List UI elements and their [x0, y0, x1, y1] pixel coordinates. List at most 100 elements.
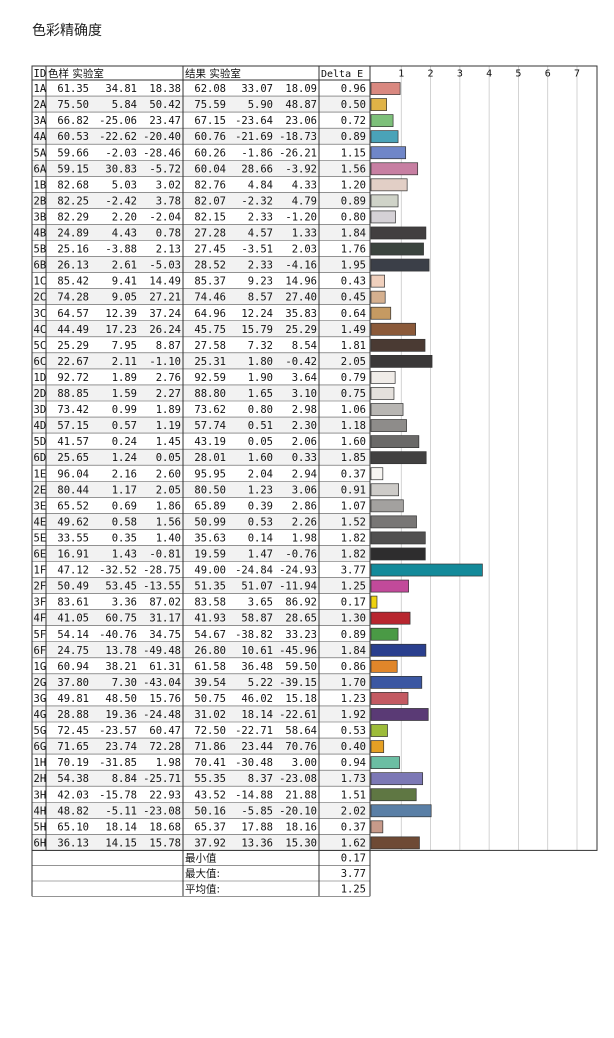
- header-id: ID: [34, 68, 47, 80]
- ref-value: 12.39: [105, 308, 137, 320]
- result-value: 37.92: [194, 837, 226, 849]
- result-value: 23.06: [285, 115, 317, 127]
- result-value: 92.59: [194, 372, 226, 384]
- result-value: 41.93: [194, 613, 226, 625]
- result-value: 1.60: [248, 452, 273, 464]
- result-value: 60.76: [194, 131, 226, 143]
- ref-value: 1.40: [156, 532, 181, 544]
- ref-value: 9.05: [112, 292, 137, 304]
- ref-value: 2.05: [156, 484, 181, 496]
- result-value: 1.47: [248, 549, 273, 561]
- ref-value: 8.87: [156, 340, 181, 352]
- ref-value: 41.05: [57, 613, 89, 625]
- result-value: 3.00: [292, 757, 317, 769]
- row-id: 6H: [34, 837, 47, 849]
- result-value: 71.86: [194, 741, 226, 753]
- result-value: 28.01: [194, 452, 226, 464]
- result-value: 51.35: [194, 581, 226, 593]
- row-id: 2C: [34, 292, 47, 304]
- ref-value: 24.75: [57, 645, 89, 657]
- ref-value: 3.02: [156, 179, 181, 191]
- row-shade: [32, 802, 370, 819]
- ref-value: 82.29: [57, 211, 89, 223]
- result-value: 65.89: [194, 500, 226, 512]
- row-id: 5C: [34, 340, 47, 352]
- row-id: 3H: [34, 789, 47, 801]
- result-value: 18.09: [285, 83, 317, 95]
- row-shade: [32, 609, 370, 626]
- row-shade: [32, 224, 370, 241]
- result-value: 9.23: [248, 276, 273, 288]
- ref-value: 0.69: [112, 500, 137, 512]
- summary-value: 1.25: [341, 883, 366, 895]
- result-value: 27.40: [285, 292, 317, 304]
- result-value: 80.50: [194, 484, 226, 496]
- delta-value: 1.82: [341, 549, 366, 561]
- delta-value: 0.72: [341, 115, 366, 127]
- bar-2G: [370, 675, 423, 689]
- x-tick-label: 5: [515, 69, 521, 80]
- result-value: 35.63: [194, 532, 226, 544]
- result-value: 51.07: [241, 581, 273, 593]
- ref-value: 65.10: [57, 821, 89, 833]
- result-value: 5.90: [248, 99, 273, 111]
- result-value: 3.06: [292, 484, 317, 496]
- row-shade: [32, 160, 370, 177]
- summary-label: 最小值: [185, 852, 217, 865]
- result-value: 2.26: [292, 516, 317, 528]
- result-value: -24.84: [235, 565, 273, 577]
- delta-value: 0.43: [341, 276, 366, 288]
- bar-5A: [370, 146, 407, 160]
- result-value: 58.87: [241, 613, 273, 625]
- result-value: -11.94: [279, 581, 317, 593]
- ref-value: 2.27: [156, 388, 181, 400]
- bar-5D: [370, 435, 420, 449]
- header-ref: 色样 实验室: [48, 67, 104, 80]
- ref-value: 96.04: [57, 468, 89, 480]
- delta-value: 0.45: [341, 292, 366, 304]
- ref-value: 2.16: [112, 468, 137, 480]
- delta-value: 1.60: [341, 436, 366, 448]
- ref-value: 23.47: [149, 115, 181, 127]
- bar-5C: [370, 338, 426, 352]
- result-value: 3.64: [292, 372, 317, 384]
- ref-value: -2.42: [105, 195, 137, 207]
- result-value: 31.02: [194, 709, 226, 721]
- ref-value: 2.60: [156, 468, 181, 480]
- result-value: 0.14: [248, 532, 273, 544]
- result-value: -24.93: [279, 565, 317, 577]
- ref-value: 64.57: [57, 308, 89, 320]
- result-value: 26.80: [194, 645, 226, 657]
- result-value: 2.86: [292, 500, 317, 512]
- ref-value: 19.36: [105, 709, 137, 721]
- result-value: 4.79: [292, 195, 317, 207]
- delta-value: 1.84: [341, 645, 366, 657]
- ref-value: 1.19: [156, 420, 181, 432]
- row-id: 5F: [34, 629, 47, 641]
- result-value: -1.86: [241, 147, 273, 159]
- ref-value: 70.19: [57, 757, 89, 769]
- delta-value: 0.17: [341, 597, 366, 609]
- row-shade: [32, 673, 370, 690]
- bar-1F: [370, 563, 483, 577]
- ref-value: 57.15: [57, 420, 89, 432]
- ref-value: 53.45: [105, 581, 137, 593]
- ref-value: 1.98: [156, 757, 181, 769]
- ref-value: -20.40: [143, 131, 181, 143]
- row-shade: [32, 449, 370, 466]
- bar-4G: [370, 708, 429, 721]
- row-id: 2H: [34, 773, 47, 785]
- ref-value: 28.88: [57, 709, 89, 721]
- result-value: 2.98: [292, 404, 317, 416]
- ref-value: 1.17: [112, 484, 137, 496]
- ref-value: -24.48: [143, 709, 181, 721]
- result-value: -0.76: [285, 549, 317, 561]
- ref-value: 5.84: [112, 99, 137, 111]
- result-value: -5.85: [241, 805, 273, 817]
- result-value: 95.95: [194, 468, 226, 480]
- delta-value: 2.05: [341, 356, 366, 368]
- row-shade: [32, 770, 370, 787]
- result-value: 35.83: [285, 308, 317, 320]
- ref-value: -31.85: [99, 757, 137, 769]
